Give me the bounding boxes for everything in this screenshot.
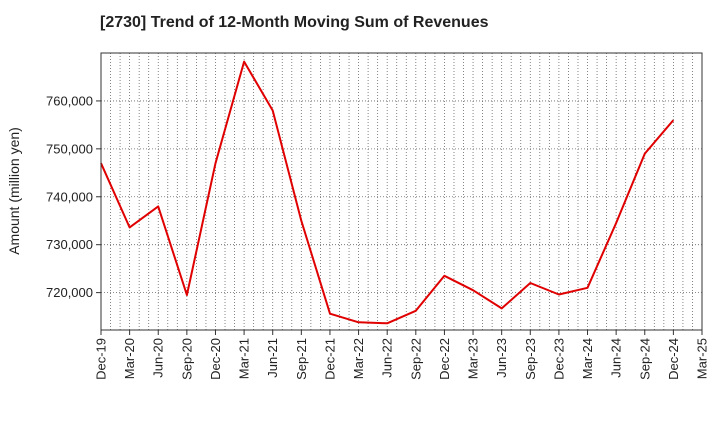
x-tick-label: Jun-21 (265, 338, 280, 378)
x-tick-label: Mar-21 (237, 338, 252, 379)
x-tick-label: Sep-22 (408, 338, 423, 380)
x-tick-label: Dec-21 (322, 338, 337, 380)
plot-frame (100, 52, 703, 331)
x-tick-label: Mar-25 (695, 338, 710, 379)
x-tick-label: Dec-22 (437, 338, 452, 380)
x-tick-label: Dec-19 (94, 338, 109, 380)
x-tick-label: Mar-24 (580, 338, 595, 379)
chart-title: [2730] Trend of 12-Month Moving Sum of R… (100, 14, 489, 31)
series-layer (100, 60, 675, 325)
x-tick-label: Mar-23 (466, 338, 481, 379)
x-tick-label: Jun-24 (609, 338, 624, 378)
plot-background (101, 53, 702, 330)
y-tick-label: 750,000 (46, 141, 93, 156)
x-tick-label: Dec-23 (551, 338, 566, 380)
x-tick-label: Sep-23 (523, 338, 538, 380)
x-tick-label: Jun-23 (494, 338, 509, 378)
x-tick-label: Sep-24 (637, 338, 652, 380)
y-tick-label: 730,000 (46, 237, 93, 252)
x-tick-label: Mar-22 (351, 338, 366, 379)
x-tick-label: Dec-20 (208, 338, 223, 380)
y-axis-label: Amount (million yen) (6, 127, 22, 255)
y-tick-label: 760,000 (46, 93, 93, 108)
x-tick-label: Sep-20 (179, 338, 194, 380)
x-tick-label: Dec-24 (666, 338, 681, 380)
x-tick-label: Jun-20 (151, 338, 166, 378)
x-tick-label: Sep-21 (294, 338, 309, 380)
y-tick-label: 720,000 (46, 285, 93, 300)
y-axis: 720,000 730,000 740,000 750,000 760,000 (46, 93, 101, 300)
y-tick-label: 740,000 (46, 189, 93, 204)
x-tick-label: Jun-22 (380, 338, 395, 378)
series-line (100, 60, 675, 325)
grid-lines (101, 53, 702, 330)
x-axis: Dec-19 Mar-20 Jun-20 Sep-20 Dec-20 Mar-21 Jun-… (94, 330, 710, 380)
x-tick-label: Mar-20 (122, 338, 137, 379)
